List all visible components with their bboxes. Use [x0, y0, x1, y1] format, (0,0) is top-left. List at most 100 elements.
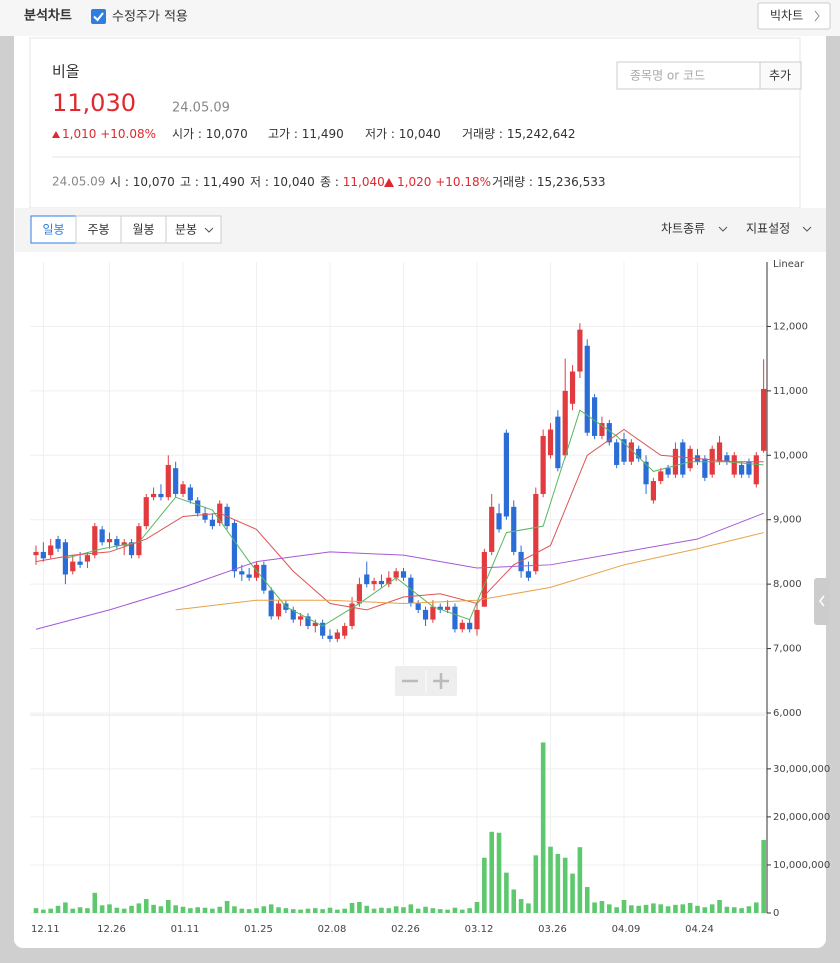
candle-body [761, 388, 767, 451]
volume-bar [460, 909, 465, 913]
x-tick-label: 12.26 [97, 924, 126, 935]
summary-close: 종 : 11,040 [320, 175, 385, 189]
candle-body [680, 442, 686, 475]
volume-bar [210, 908, 215, 913]
x-tick-label: 01.25 [244, 924, 273, 935]
volume-bar [504, 872, 509, 913]
volume-bar [129, 905, 134, 913]
volume-bar [702, 907, 708, 913]
candle-body [33, 551, 39, 556]
volume-bar [658, 904, 664, 913]
side-tab[interactable] [814, 578, 830, 625]
candle-body [584, 345, 590, 433]
label: 종 : [320, 175, 339, 189]
volume-bar [584, 887, 590, 913]
candle-body [246, 574, 252, 578]
label: 저 : [250, 175, 269, 189]
change-pct: +10.18% [435, 175, 491, 189]
candle-body [342, 626, 348, 636]
check-icon [93, 12, 104, 22]
candle-body [599, 423, 605, 436]
value: 15,236,533 [537, 175, 606, 189]
candle-body [275, 603, 282, 617]
volume-bar [430, 908, 436, 913]
candle-body [459, 622, 465, 630]
volume-bar [607, 904, 612, 913]
candle-body [334, 632, 340, 639]
moving-average [35, 512, 764, 630]
menu[interactable]: 차트종류 [661, 222, 705, 236]
big-chart-button[interactable] [757, 2, 831, 30]
volume-bar [577, 847, 583, 913]
volume-bar [173, 905, 178, 913]
volume-bar [423, 906, 428, 913]
label: 거래량 : [462, 127, 503, 141]
candle-body [753, 455, 759, 485]
volume-bar [533, 855, 539, 913]
volume-bar [415, 908, 421, 913]
candle-body [724, 455, 730, 462]
volume-bar [724, 906, 730, 913]
candle-body [555, 416, 561, 469]
volume-bar [63, 902, 68, 913]
volume-bar [55, 905, 61, 913]
volume-bar [121, 908, 127, 913]
add-button[interactable] [759, 61, 802, 90]
candle-body [503, 432, 509, 517]
volume-bar [158, 906, 164, 913]
label: 저가 : [365, 127, 395, 141]
candle-body [386, 577, 392, 585]
volume-bar [408, 904, 414, 913]
volume-bar [570, 873, 575, 913]
candle-body [128, 542, 135, 556]
volume-bar [445, 909, 450, 913]
candle-body [62, 542, 68, 575]
stock-volume: 거래량 : 15,242,642 [462, 127, 576, 141]
volume-bar [342, 908, 347, 913]
volume-bar [327, 907, 333, 913]
volume-bar [746, 906, 752, 913]
candle-body [298, 616, 304, 620]
y-tick-label: 11,000 [773, 386, 808, 397]
up-arrow [52, 131, 60, 138]
candle-body [606, 423, 612, 443]
summary-open: 시 : 10,070 [110, 175, 175, 189]
add-label: 추가 [769, 69, 791, 83]
volume-bar [518, 899, 524, 913]
candle-body [547, 429, 554, 456]
change-pct: +10.08% [100, 127, 156, 141]
volume-bar [496, 832, 502, 913]
stock-open: 시가 : 10,070 [172, 127, 248, 141]
candle-body [99, 529, 105, 543]
volume-bar [114, 907, 120, 913]
volume-bar [180, 906, 186, 913]
y-tick-label: 10,000,000 [773, 860, 830, 871]
y-tick-label: 12,000 [773, 321, 808, 332]
candle-body [452, 606, 458, 630]
volume-bar [562, 857, 568, 913]
tab[interactable] [120, 215, 167, 244]
volume-bar [467, 908, 472, 913]
summary-high: 고 : 11,490 [180, 175, 245, 189]
candle-body [621, 439, 627, 462]
summary-volume: 거래량 : 15,236,533 [492, 175, 606, 189]
checkbox[interactable] [91, 9, 106, 24]
candle-body [511, 506, 517, 552]
menu[interactable]: 지표설정 [746, 222, 790, 236]
tab-label: 주봉 [87, 223, 109, 237]
volume-bar [717, 900, 722, 913]
tabs: 일봉 주봉 월봉 분봉 [30, 215, 222, 244]
candle-body [636, 448, 642, 459]
chevron [204, 227, 214, 233]
volume-bar [452, 907, 458, 913]
volume-bar [599, 900, 605, 913]
label: 거래량 : [492, 175, 533, 189]
candle-body [672, 448, 679, 475]
volume-bar [379, 907, 384, 913]
volume-bar [555, 853, 561, 913]
up-arrow [384, 178, 394, 187]
volume-bar [239, 908, 245, 913]
volume-bar [673, 904, 678, 913]
candle-body [716, 442, 723, 462]
